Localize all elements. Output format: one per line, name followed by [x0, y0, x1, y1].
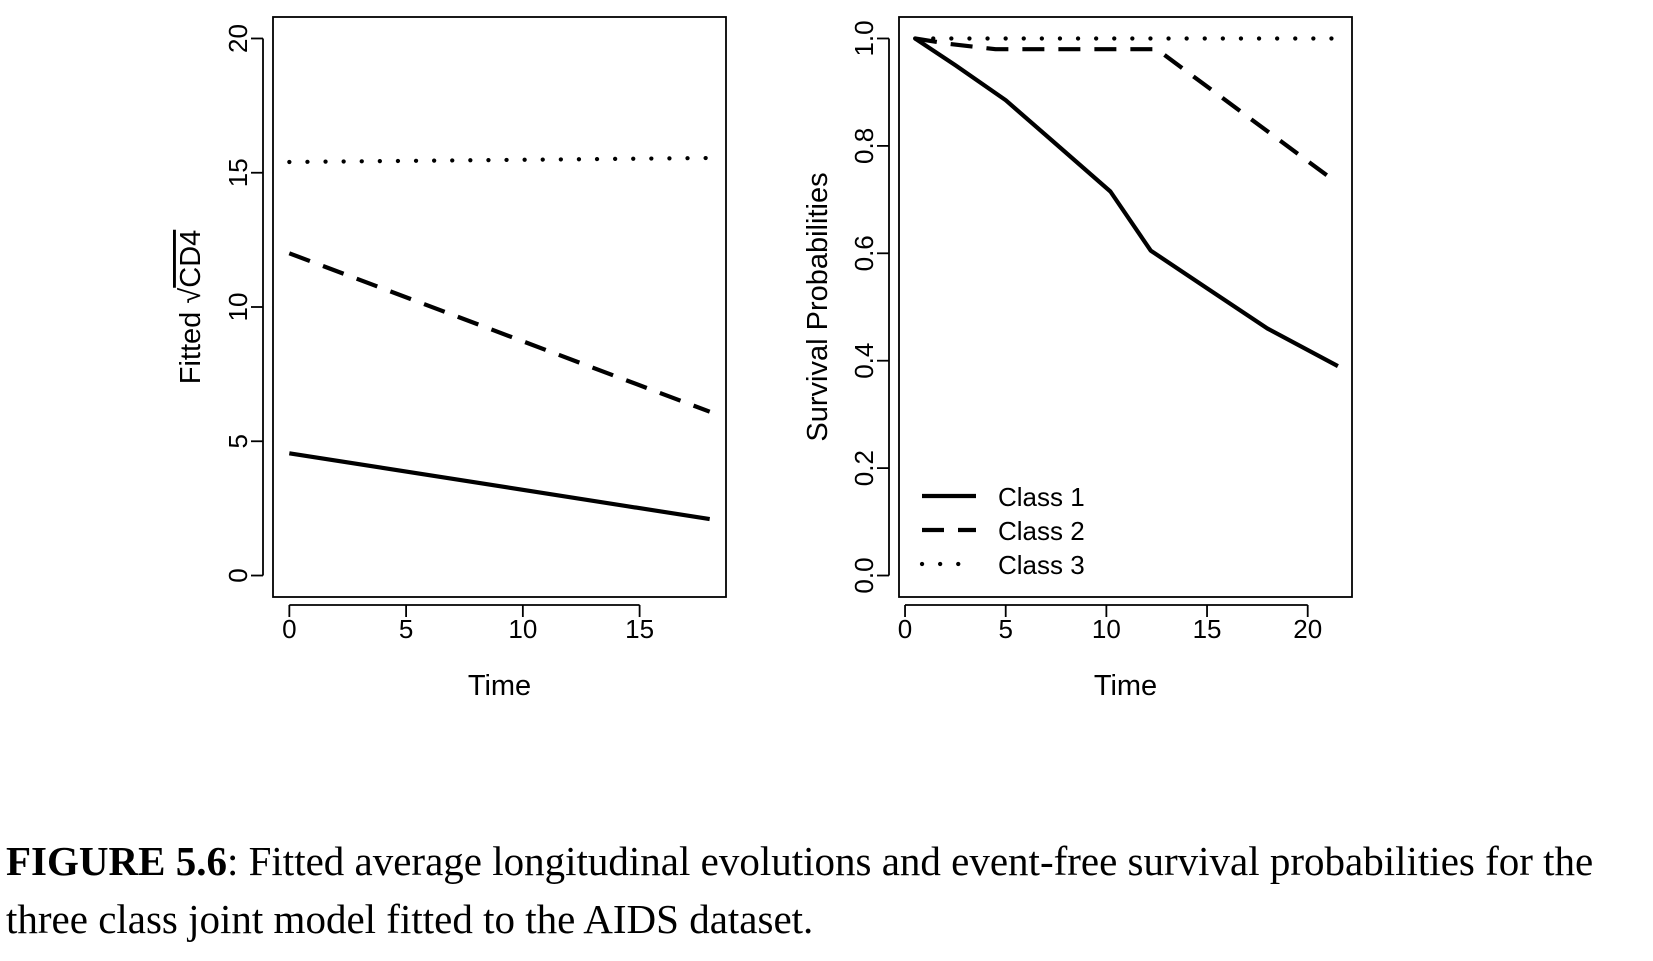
- x-tick-label: 10: [1092, 614, 1121, 644]
- x-axis-label: Time: [1094, 670, 1157, 702]
- x-axis-label: Time: [468, 670, 531, 702]
- series-line-3: [287, 155, 712, 165]
- x-tick-label: 10: [508, 614, 537, 644]
- legend: Class 1 Class 2 Class 3: [919, 482, 1085, 580]
- y-tick-label: 0.4: [849, 343, 879, 379]
- y-tick-label: 0.6: [849, 235, 879, 271]
- y-tick-label: 15: [223, 158, 253, 187]
- y-axis-label: Fitted √CD4: [175, 230, 207, 385]
- chart-cd4-evolutions: 0 5 10 15 0 5 10 15 20 Time Fitted √CD4: [175, 16, 727, 702]
- y-axis-label-prefix: Fitted √: [175, 288, 207, 385]
- legend-label-1: Class 1: [998, 482, 1085, 512]
- y-tick-label: 0.0: [849, 557, 879, 593]
- x-tick-label: 0: [282, 614, 296, 644]
- y-axis-label: Survival Probabilities: [802, 172, 834, 441]
- x-tick-label: 5: [998, 614, 1012, 644]
- y-tick-label: 0.2: [849, 450, 879, 486]
- x-tick-label: 5: [399, 614, 413, 644]
- y-tick-label: 1.0: [849, 20, 879, 56]
- figure-caption: FIGURE 5.6: Fitted average longitudinal …: [6, 832, 1651, 948]
- y-tick-label: 5: [223, 434, 253, 448]
- x-tick-label: 15: [1193, 614, 1222, 644]
- figure-label: FIGURE 5.6: [6, 838, 227, 884]
- figure-caption-text: : Fitted average longitudinal evolutions…: [6, 838, 1594, 942]
- series-line-2: [914, 36, 1340, 186]
- series-line-1: [288, 451, 711, 522]
- legend-label-2: Class 2: [998, 516, 1085, 546]
- plot-frame: [898, 16, 1353, 598]
- y-tick-label: 10: [223, 293, 253, 322]
- x-tick-label: 15: [625, 614, 654, 644]
- y-axis-label-sqrt: CD4: [175, 230, 207, 288]
- y-tick-label: 20: [223, 24, 253, 53]
- series-line-2: [288, 251, 711, 414]
- plot-frame: [272, 16, 727, 598]
- chart-survival-probabilities: 0 5 10 15 20 0.0 0.2 0.4 0.6 0.8 1.0 Time Survival P…: [802, 16, 1353, 702]
- series-line-1: [913, 36, 1339, 368]
- y-tick-label: 0: [223, 568, 253, 582]
- y-tick-label: 0.8: [849, 128, 879, 164]
- legend-label-3: Class 3: [998, 550, 1085, 580]
- x-tick-label: 20: [1293, 614, 1322, 644]
- x-tick-label: 0: [898, 614, 912, 644]
